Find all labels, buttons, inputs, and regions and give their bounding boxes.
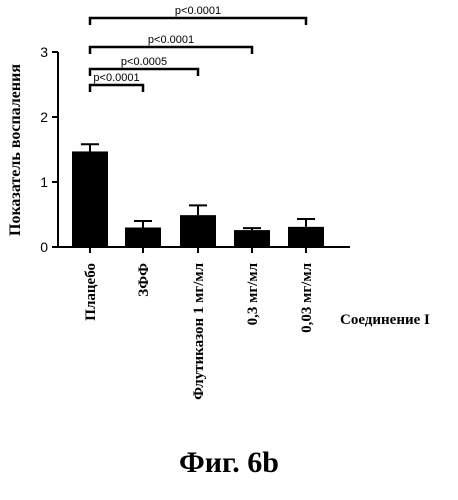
bar xyxy=(125,228,161,248)
y-axis-title: Показатель воспаления xyxy=(7,64,24,236)
x-tick-label: ЗФФ xyxy=(136,263,152,297)
significance-label: p<0.0001 xyxy=(93,72,139,84)
x-tick-label: Плацебо xyxy=(83,263,99,321)
x-tick-label: Флутиказон 1 мг/мл xyxy=(191,262,207,399)
figure-caption: Фиг. 6b xyxy=(0,446,458,480)
bar xyxy=(180,215,216,247)
significance-label: p<0.0005 xyxy=(121,56,167,68)
y-tick-label: 0 xyxy=(40,239,48,255)
bar xyxy=(72,151,108,247)
y-tick-label: 3 xyxy=(40,44,48,60)
x-axis-label: Соединение I xyxy=(340,312,430,329)
significance-bracket xyxy=(90,47,252,54)
significance-label: p<0.0001 xyxy=(175,5,221,17)
bar xyxy=(234,230,270,247)
significance-bracket xyxy=(90,18,306,25)
bar xyxy=(288,227,324,247)
x-tick-label: 0,3 мг/мл xyxy=(245,262,261,325)
x-tick-label: 0,03 мг/мл xyxy=(299,262,315,332)
y-tick-label: 2 xyxy=(40,109,48,125)
significance-brackets: p<0.0001 p<0.0005 p<0.0001 p<0.0001 xyxy=(90,5,306,92)
significance-label: p<0.0001 xyxy=(148,34,194,46)
y-tick-label: 1 xyxy=(40,174,48,190)
bars xyxy=(72,151,324,247)
labels: 0 1 2 3 Показатель воспаления Плацебо ЗФФ Флути… xyxy=(7,44,315,400)
significance-bracket xyxy=(90,85,143,92)
